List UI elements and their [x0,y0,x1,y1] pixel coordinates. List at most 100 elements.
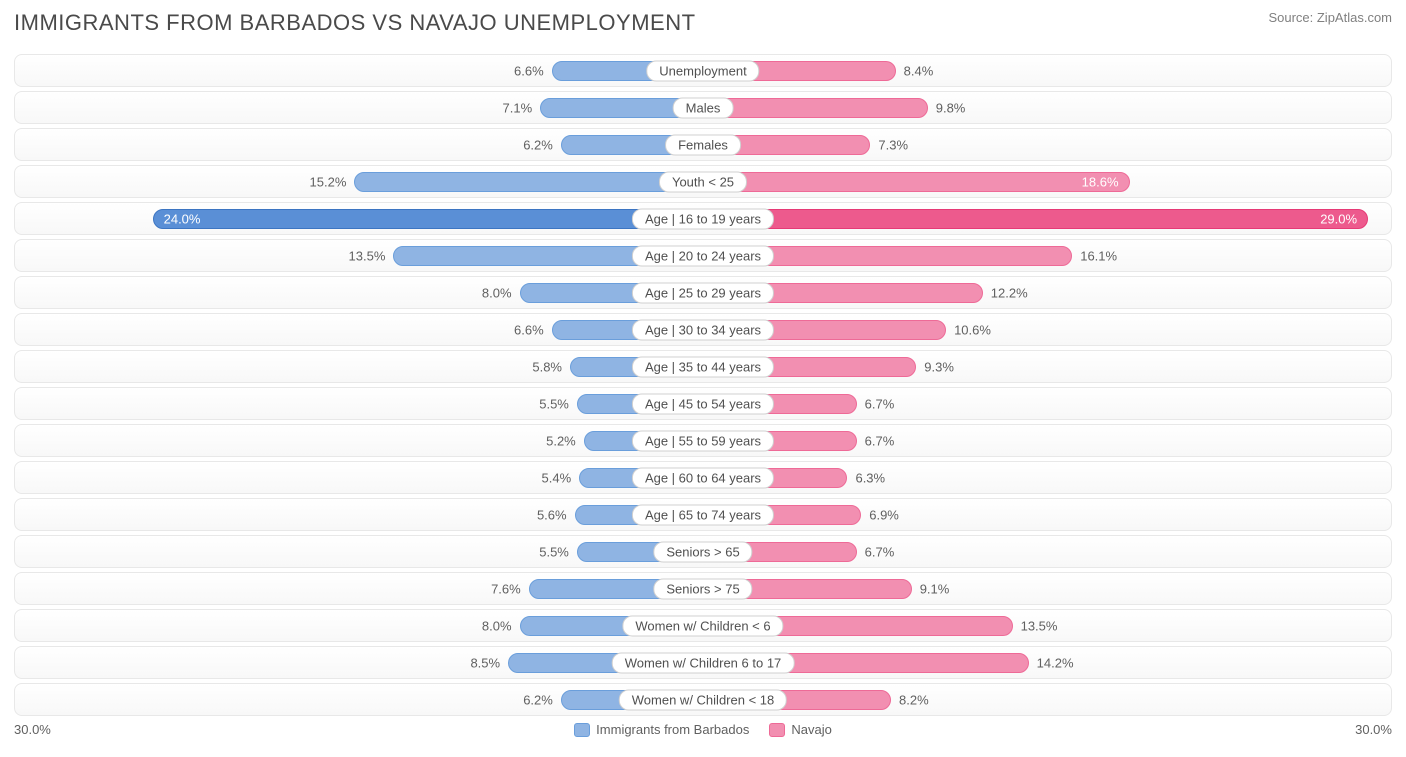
category-pill: Unemployment [646,60,759,81]
row-right-half: 14.2% [703,647,1391,678]
value-right: 18.6% [1082,174,1119,189]
category-pill: Age | 55 to 59 years [632,430,774,451]
value-left: 6.6% [514,63,544,78]
value-right: 16.1% [1080,248,1117,263]
chart-row: 8.5% 14.2%Women w/ Children 6 to 17 [14,646,1392,679]
category-pill: Age | 45 to 54 years [632,393,774,414]
row-left-half: 7.6% [15,573,703,604]
chart-row: 24.0%29.0%Age | 16 to 19 years [14,202,1392,235]
value-left: 6.2% [523,137,553,152]
row-left-half: 8.5% [15,647,703,678]
value-right: 10.6% [954,322,991,337]
value-left: 13.5% [349,248,386,263]
row-left-half: 8.0% [15,610,703,641]
legend: Immigrants from Barbados Navajo [574,722,832,737]
value-left: 8.0% [482,618,512,633]
row-left-half: 5.2% [15,425,703,456]
value-right: 13.5% [1021,618,1058,633]
value-right: 7.3% [878,137,908,152]
row-left-half: 5.8% [15,351,703,382]
row-left-half: 5.6% [15,499,703,530]
row-right-half: 6.9% [703,499,1391,530]
bar-left: 24.0% [153,209,703,229]
chart-row: 13.5% 16.1% Age | 20 to 24 years [14,239,1392,272]
row-right-half: 9.8% [703,92,1391,123]
chart-row: 6.6% 8.4% Unemployment [14,54,1392,87]
row-right-half: 6.7% [703,536,1391,567]
chart-row: 6.2% 8.2%Women w/ Children < 18 [14,683,1392,716]
value-right: 9.3% [924,359,954,374]
category-pill: Age | 30 to 34 years [632,319,774,340]
category-pill: Males [673,97,734,118]
chart-row: 7.6% 9.1% Seniors > 75 [14,572,1392,605]
legend-swatch-left [574,723,590,737]
chart-row: 6.2%7.3%Females [14,128,1392,161]
row-left-half: 5.5% [15,388,703,419]
chart-row: 5.6% 6.9%Age | 65 to 74 years [14,498,1392,531]
chart-title: IMMIGRANTS FROM BARBADOS VS NAVAJO UNEMP… [14,10,696,36]
axis-right-max: 30.0% [1355,722,1392,737]
category-pill: Youth < 25 [659,171,747,192]
category-pill: Women w/ Children < 18 [619,689,787,710]
chart-row: 5.5% 6.7% Age | 45 to 54 years [14,387,1392,420]
chart-row: 8.0%12.2%Age | 25 to 29 years [14,276,1392,309]
value-left: 6.2% [523,692,553,707]
bar-right: 29.0% [703,209,1368,229]
value-left: 7.1% [503,100,533,115]
value-right: 9.8% [936,100,966,115]
category-pill: Women w/ Children < 6 [622,615,783,636]
value-left: 5.5% [539,396,569,411]
row-left-half: 7.1% [15,92,703,123]
value-left: 5.2% [546,433,576,448]
row-left-half: 13.5% [15,240,703,271]
legend-label-left: Immigrants from Barbados [596,722,749,737]
source-label: Source: ZipAtlas.com [1268,10,1392,25]
bar-right: 18.6% [703,172,1130,192]
value-right: 9.1% [920,581,950,596]
value-left: 5.6% [537,507,567,522]
category-pill: Age | 60 to 64 years [632,467,774,488]
value-left: 5.4% [542,470,572,485]
category-pill: Age | 65 to 74 years [632,504,774,525]
value-left: 7.6% [491,581,521,596]
category-pill: Seniors > 75 [653,578,752,599]
bar-right [703,98,928,118]
row-left-half: 15.2% [15,166,703,197]
row-left-half: 6.2% [15,684,703,715]
category-pill: Seniors > 65 [653,541,752,562]
value-right: 29.0% [1320,211,1357,226]
category-pill: Age | 25 to 29 years [632,282,774,303]
legend-swatch-right [769,723,785,737]
value-left: 8.5% [470,655,500,670]
chart-row: 5.4% 6.3%Age | 60 to 64 years [14,461,1392,494]
category-pill: Age | 35 to 44 years [632,356,774,377]
value-right: 8.4% [904,63,934,78]
row-right-half: 16.1% [703,240,1391,271]
chart-row: 5.5% 6.7% Seniors > 65 [14,535,1392,568]
legend-item-right: Navajo [769,722,831,737]
value-left: 5.8% [532,359,562,374]
value-left: 8.0% [482,285,512,300]
chart-row: 6.6% 10.6% Age | 30 to 34 years [14,313,1392,346]
row-right-half: 8.4% [703,55,1391,86]
category-pill: Women w/ Children 6 to 17 [612,652,795,673]
value-left: 15.2% [310,174,347,189]
chart-row: 8.0% 13.5% Women w/ Children < 6 [14,609,1392,642]
row-right-half: 10.6% [703,314,1391,345]
chart-row: 5.8% 9.3% Age | 35 to 44 years [14,350,1392,383]
row-right-half: 7.3% [703,129,1391,160]
value-right: 6.7% [865,544,895,559]
row-right-half: 6.7% [703,388,1391,419]
header: IMMIGRANTS FROM BARBADOS VS NAVAJO UNEMP… [14,10,1392,36]
value-left: 6.6% [514,322,544,337]
row-right-half: 6.7% [703,425,1391,456]
category-pill: Age | 20 to 24 years [632,245,774,266]
chart-row: 5.2% 6.7%Age | 55 to 59 years [14,424,1392,457]
axis-left-max: 30.0% [14,722,51,737]
value-left: 5.5% [539,544,569,559]
row-right-half: 6.3% [703,462,1391,493]
value-right: 6.7% [865,396,895,411]
row-left-half: 5.4% [15,462,703,493]
row-left-half: 5.5% [15,536,703,567]
row-right-half: 8.2% [703,684,1391,715]
